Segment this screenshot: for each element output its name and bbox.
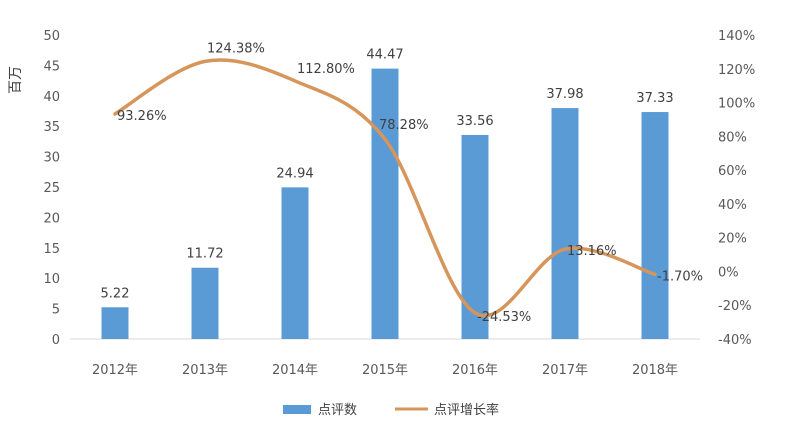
line-value-label: 78.28%: [379, 118, 429, 133]
line-value-label: 93.26%: [117, 109, 167, 124]
line-point: [203, 59, 207, 63]
y2-tick-label: 100%: [718, 97, 755, 112]
line-value-label: 124.38%: [207, 41, 265, 56]
bar-value-label: 24.94: [276, 166, 313, 181]
y2-tick-label: 60%: [718, 164, 747, 179]
right-axis: -40% -20% 0% 20% 40% 60% 80% 100% 120% 140%: [718, 29, 755, 348]
bar-series: [101, 68, 669, 339]
legend: 点评数 点评增长率: [283, 402, 499, 418]
y2-tick-label: 40%: [718, 198, 747, 213]
bar: [101, 307, 129, 339]
bar-value-label: 37.33: [636, 91, 673, 106]
line-value-label: -1.70%: [657, 269, 703, 284]
line-value-label: 13.16%: [567, 244, 617, 259]
x-tick-label: 2013年: [182, 363, 228, 378]
line-point: [563, 247, 567, 251]
y-tick-label: 45: [43, 59, 60, 74]
line-value-label: 112.80%: [297, 62, 355, 77]
line-series: [113, 58, 657, 318]
bar-value-label: 11.72: [186, 247, 223, 262]
y2-tick-label: 0%: [718, 265, 739, 280]
y2-tick-label: 140%: [718, 29, 755, 44]
y2-tick-label: 120%: [718, 63, 755, 78]
bar: [641, 112, 669, 339]
bar: [551, 108, 579, 339]
y-tick-label: 40: [43, 90, 60, 105]
y-tick-label: 0: [52, 333, 60, 348]
line-value-label: -24.53%: [477, 310, 531, 325]
y-tick-label: 25: [43, 181, 60, 196]
y-tick-label: 35: [43, 120, 60, 135]
y2-tick-label: -40%: [718, 333, 752, 348]
legend-label-line: 点评增长率: [434, 402, 499, 418]
legend-swatch-bar: [283, 405, 311, 414]
line-point: [473, 311, 477, 315]
line-point: [113, 112, 117, 116]
line-point: [383, 137, 387, 141]
bar-value-label: 44.47: [366, 48, 403, 63]
bar: [371, 68, 399, 339]
line-point: [653, 272, 657, 276]
data-labels: 5.22 11.72 24.94 44.47 33.56 37.98 37.33 93.26%…: [101, 41, 703, 324]
bar: [281, 187, 309, 339]
x-tick-label: 2012年: [92, 363, 138, 378]
y2-tick-label: 20%: [718, 232, 747, 247]
y-tick-label: 30: [43, 151, 60, 166]
y-axis-label: 百万: [8, 66, 24, 94]
x-tick-label: 2016年: [452, 363, 498, 378]
y-tick-label: 20: [43, 211, 60, 226]
y2-tick-label: 80%: [718, 130, 747, 145]
x-tick-label: 2017年: [542, 363, 588, 378]
legend-label-bar: 点评数: [318, 403, 357, 418]
y-tick-label: 15: [43, 242, 60, 257]
x-tick-label: 2014年: [272, 363, 318, 378]
x-tick-label: 2015年: [362, 363, 408, 378]
left-axis: 0 5 10 15 20 25 30 35 40 45 50: [43, 29, 60, 348]
bar-value-label: 5.22: [101, 286, 130, 301]
bar: [461, 134, 489, 339]
bar-value-label: 37.98: [546, 87, 583, 102]
line-point: [293, 79, 297, 83]
y-tick-label: 5: [52, 303, 60, 318]
bar-value-label: 33.56: [456, 114, 493, 129]
y2-tick-label: -20%: [718, 299, 752, 314]
x-tick-label: 2018年: [632, 363, 678, 378]
y-tick-label: 50: [43, 29, 60, 44]
y-tick-label: 10: [43, 272, 60, 287]
x-axis: 2012年 2013年 2014年 2015年 2016年 2017年 2018年: [70, 338, 700, 378]
bar: [191, 267, 219, 339]
